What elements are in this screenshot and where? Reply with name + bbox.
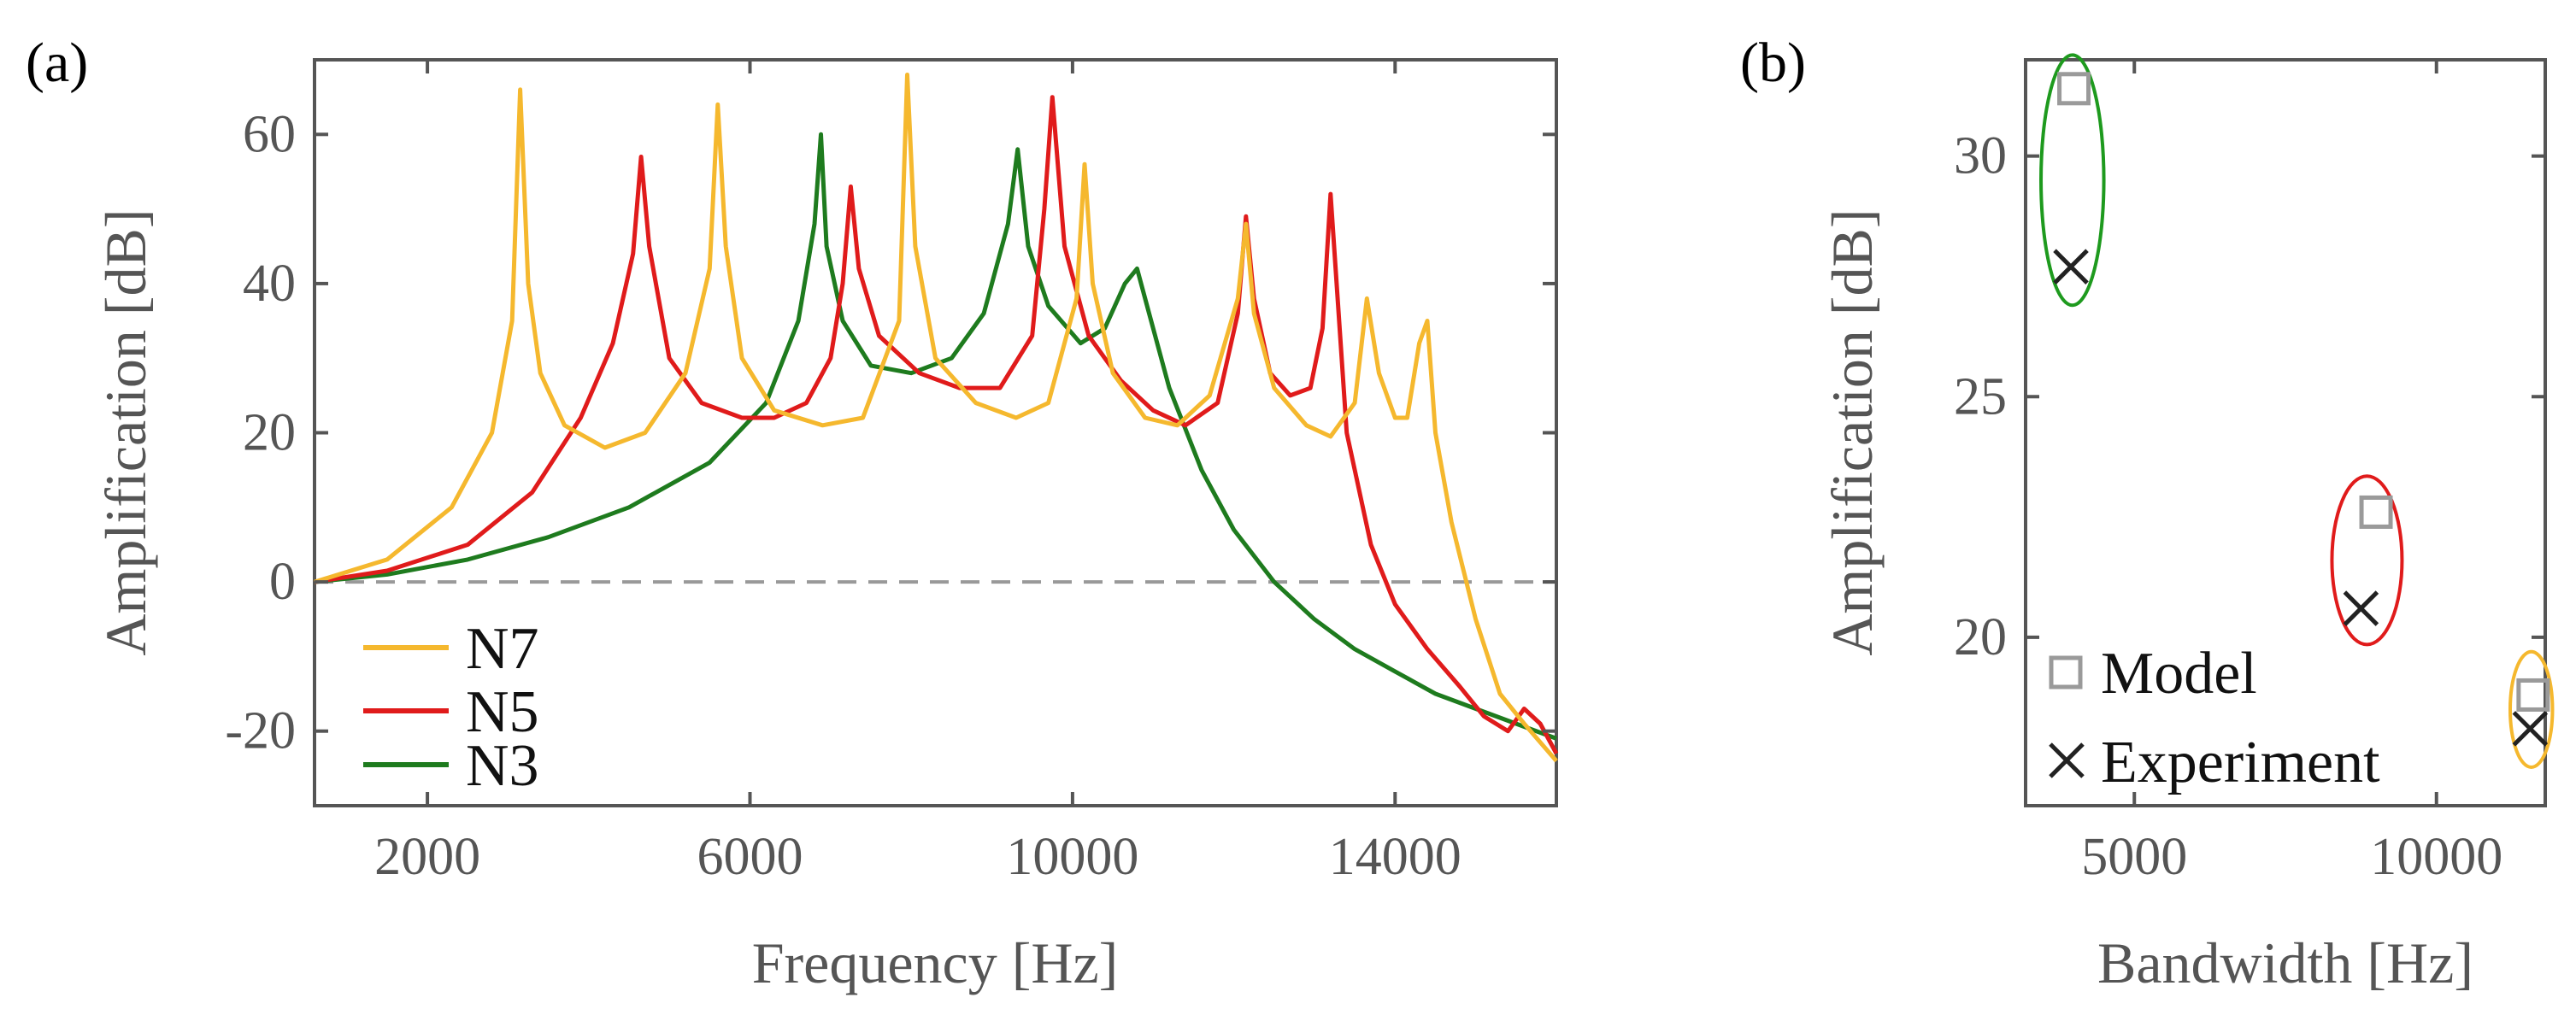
x-tick-label: 2000 [374, 828, 480, 886]
panel-b: (b) 5000 10000 20 25 30 Bandwidth [Hz] Ampli… [1740, 32, 2555, 995]
x-tick-label: 6000 [697, 828, 803, 886]
panel-a-y-axis-label: Amplification [dB] [93, 208, 158, 655]
panel-a-x-axis-label: Frequency [Hz] [752, 930, 1119, 995]
model-point [2057, 72, 2091, 106]
panel-b-x-axis-label: Bandwidth [Hz] [2097, 930, 2473, 995]
panel-b-axes-box [2024, 58, 2547, 807]
y-tick-label: 40 [243, 255, 296, 313]
model-point [2359, 495, 2393, 529]
panel-b-label: (b) [1740, 32, 1806, 94]
experiment-point [2512, 711, 2549, 747]
group-ellipse-n5 [2330, 474, 2404, 647]
panel-b-y-axis-label: Amplification [dB] [1820, 208, 1885, 655]
x-tick-label: 10000 [2370, 828, 2502, 886]
series-line-n7 [314, 73, 1558, 763]
series-line-n5 [314, 95, 1559, 755]
x-tick-label: 14000 [1329, 828, 1461, 886]
legend-label-n5: N5 [466, 679, 539, 745]
series-line-n3 [314, 132, 1557, 741]
y-tick-label: 0 [269, 553, 296, 611]
legend-label-experiment: Experiment [2101, 730, 2380, 795]
panel-b-group-ellipses [2039, 53, 2555, 769]
model-point [2516, 678, 2550, 712]
experiment-point [2053, 249, 2089, 285]
panel-b-ticks: 5000 10000 20 25 30 [1954, 60, 2545, 886]
y-tick-label: -20 [225, 702, 296, 760]
group-ellipse-n3 [2039, 53, 2106, 308]
x-tick-label: 10000 [1006, 828, 1138, 886]
legend-label-n7: N7 [466, 616, 539, 682]
panel-b-legend: Model Experiment [2049, 641, 2380, 795]
panel-a-ticks: 2000 6000 10000 14000 -20 0 20 40 60 [225, 60, 1556, 886]
panel-b-points [2053, 72, 2550, 747]
legend-marker-model [2049, 655, 2083, 689]
panel-a: (a) 2000 6000 10000 14000 -20 0 20 40 60 Frequen… [26, 32, 1559, 995]
y-tick-label: 20 [1954, 608, 2007, 666]
experiment-point [2343, 590, 2379, 626]
y-tick-label: 25 [1954, 367, 2007, 425]
group-ellipse-n7 [2508, 649, 2555, 769]
panel-a-series [314, 73, 1559, 763]
legend-label-model: Model [2101, 641, 2257, 707]
y-tick-label: 30 [1954, 127, 2007, 185]
x-tick-label: 5000 [2081, 828, 2187, 886]
panel-a-legend: N7 N5 N3 [363, 616, 539, 799]
legend-label-n3: N3 [466, 733, 539, 799]
y-tick-label: 20 [243, 404, 296, 462]
y-tick-label: 60 [243, 105, 296, 163]
legend-marker-experiment [2049, 742, 2085, 778]
panel-a-label: (a) [26, 32, 88, 94]
